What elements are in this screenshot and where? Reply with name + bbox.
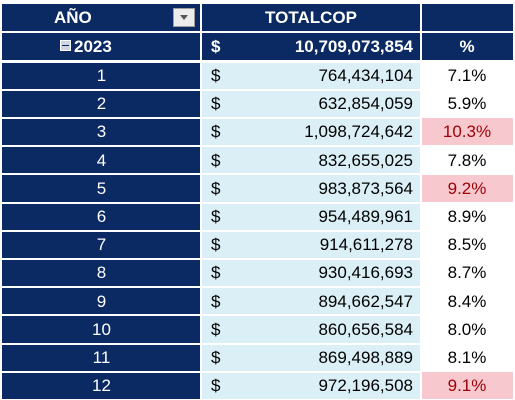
pct-cell: 7.8% — [421, 146, 513, 174]
table-row[interactable]: 5 $983,873,564 9.2% — [2, 173, 513, 202]
pct-cell: 8.4% — [421, 287, 513, 315]
total-cell: 983,873,564 — [231, 174, 421, 202]
month-cell[interactable]: 9 — [2, 287, 201, 315]
table-row[interactable]: 11 $869,498,889 8.1% — [2, 342, 513, 371]
table-row[interactable]: 9 $894,662,547 8.4% — [2, 286, 513, 315]
month-cell[interactable]: 11 — [2, 344, 201, 371]
total-cell: 930,416,693 — [231, 259, 421, 287]
pct-cell-highlighted: 9.1% — [421, 372, 513, 400]
row-divider — [2, 257, 421, 260]
total-cell: 632,854,059 — [231, 90, 421, 118]
currency-cell: $ — [201, 90, 231, 118]
table-row[interactable]: 10 $860,656,584 8.0% — [2, 314, 513, 343]
currency-cell: $ — [201, 118, 231, 146]
currency-cell: $ — [201, 146, 231, 174]
header-year[interactable]: AÑO — [2, 4, 201, 31]
month-cell[interactable]: 1 — [2, 62, 201, 89]
pct-cell: 7.1% — [421, 62, 513, 89]
year-cell[interactable]: 2023 — [2, 33, 201, 60]
filter-dropdown-icon[interactable] — [173, 8, 195, 27]
pct-cell: 8.7% — [421, 259, 513, 287]
row-divider — [2, 88, 421, 91]
total-cell: 954,489,961 — [231, 203, 421, 230]
column-divider — [200, 4, 202, 399]
row-divider — [2, 201, 421, 204]
currency-cell: $ — [201, 203, 231, 230]
month-cell[interactable]: 12 — [2, 372, 201, 400]
header-year-label: AÑO — [54, 8, 92, 27]
table-row[interactable]: 3 $1,098,724,642 10.3% — [2, 116, 513, 146]
row-divider — [2, 60, 421, 63]
row-divider — [2, 145, 421, 148]
pct-cell: 5.9% — [421, 90, 513, 118]
currency-cell: $ — [201, 259, 231, 287]
pct-cell-highlighted: 10.3% — [421, 118, 513, 146]
currency-cell: $ — [201, 174, 231, 202]
table-row[interactable]: 2 $632,854,059 5.9% — [2, 88, 513, 118]
column-divider — [420, 4, 422, 399]
header-total-label: TOTALCOP — [265, 8, 357, 27]
total-cell: 894,662,547 — [231, 287, 421, 315]
table-row[interactable]: 4 $832,655,025 7.8% — [2, 145, 513, 174]
total-cell: 972,196,508 — [231, 372, 421, 400]
table-row[interactable]: 12 $972,196,508 9.1% — [2, 370, 513, 400]
total-cell: 764,434,104 — [231, 62, 421, 89]
row-divider — [2, 314, 421, 317]
year-total: 10,709,073,854 — [231, 33, 421, 60]
total-cell: 860,656,584 — [231, 315, 421, 343]
currency-cell: $ — [201, 231, 231, 259]
month-cell[interactable]: 4 — [2, 146, 201, 174]
pct-cell: 8.1% — [421, 344, 513, 371]
total-cell: 1,098,724,642 — [231, 118, 421, 146]
row-divider — [2, 370, 421, 373]
year-value: 2023 — [74, 37, 112, 56]
table-row[interactable]: 8 $930,416,693 8.7% — [2, 257, 513, 287]
row-divider — [2, 116, 421, 119]
currency-cell: $ — [201, 344, 231, 371]
total-cell: 832,655,025 — [231, 146, 421, 174]
currency-cell: $ — [201, 372, 231, 400]
header-row: AÑO TOTALCOP — [2, 4, 513, 31]
total-cell: 914,611,278 — [231, 231, 421, 259]
month-cell[interactable]: 6 — [2, 203, 201, 230]
row-divider — [2, 173, 421, 176]
collapse-minus-icon[interactable] — [60, 40, 71, 52]
table-row[interactable]: 7 $914,611,278 8.5% — [2, 229, 513, 259]
month-cell[interactable]: 3 — [2, 118, 201, 146]
month-cell[interactable]: 8 — [2, 259, 201, 287]
header-pct — [421, 4, 513, 31]
month-cell[interactable]: 2 — [2, 90, 201, 118]
month-cell[interactable]: 7 — [2, 231, 201, 259]
header-total: TOTALCOP — [201, 4, 421, 31]
year-row: 2023 $ 10,709,073,854 % — [2, 33, 513, 60]
row-divider — [2, 342, 421, 345]
currency-cell: $ — [201, 315, 231, 343]
pct-cell: 8.5% — [421, 231, 513, 259]
month-cell[interactable]: 10 — [2, 315, 201, 343]
pct-cell: 8.9% — [421, 203, 513, 230]
pct-cell: 8.0% — [421, 315, 513, 343]
year-currency: $ — [201, 33, 231, 60]
table-row[interactable]: 1 $764,434,104 7.1% — [2, 60, 513, 89]
year-label-wrap[interactable]: 2023 — [60, 33, 112, 60]
table-row[interactable]: 6 $954,489,961 8.9% — [2, 201, 513, 230]
currency-cell: $ — [201, 287, 231, 315]
month-cell[interactable]: 5 — [2, 174, 201, 202]
pct-header: % — [421, 33, 513, 60]
row-divider — [2, 286, 421, 289]
row-divider — [2, 229, 421, 232]
pct-cell-highlighted: 9.2% — [421, 174, 513, 202]
currency-cell: $ — [201, 62, 231, 89]
total-cell: 869,498,889 — [231, 344, 421, 371]
